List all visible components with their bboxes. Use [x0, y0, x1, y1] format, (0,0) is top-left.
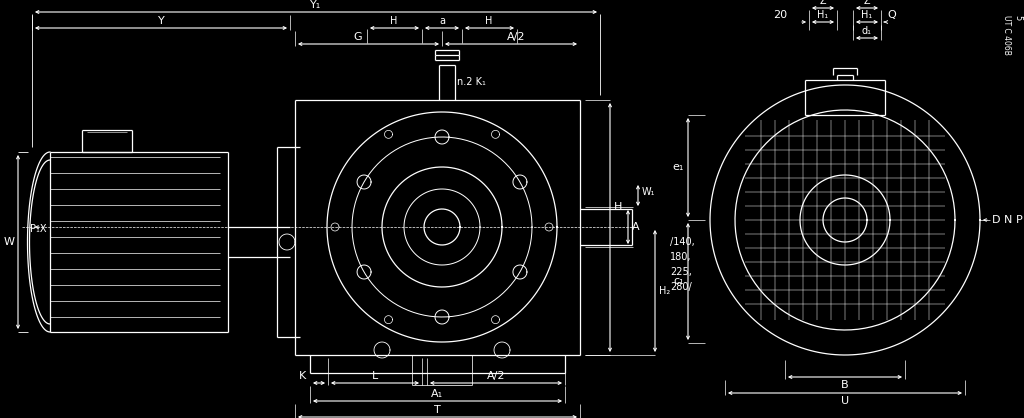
Text: /140,: /140, [670, 237, 694, 247]
Text: D: D [992, 215, 1000, 225]
Text: d₁: d₁ [862, 26, 872, 36]
Text: A₁: A₁ [431, 389, 443, 399]
Text: n.2 K₁: n.2 K₁ [457, 77, 485, 87]
Text: H₁: H₁ [817, 10, 828, 20]
Text: G: G [353, 32, 362, 42]
Text: W₁: W₁ [642, 187, 655, 197]
Text: 20: 20 [773, 10, 787, 20]
Text: a: a [439, 16, 445, 26]
Text: H₁: H₁ [861, 10, 872, 20]
Text: K: K [299, 371, 306, 381]
Text: A/2: A/2 [486, 371, 505, 381]
Text: 280/: 280/ [670, 282, 692, 292]
Text: Y₁: Y₁ [310, 0, 322, 10]
Text: 5: 5 [1014, 15, 1023, 20]
Text: Z: Z [819, 0, 826, 6]
Text: 225,: 225, [670, 267, 692, 277]
Text: T: T [433, 405, 440, 415]
Text: P₁X: P₁X [30, 224, 46, 234]
Text: W: W [4, 237, 15, 247]
Text: H: H [390, 16, 397, 26]
Text: Y: Y [158, 16, 165, 26]
Text: P: P [1016, 215, 1023, 225]
Text: e₁: e₁ [673, 162, 684, 172]
Text: Z: Z [863, 0, 870, 6]
Text: Q: Q [887, 10, 896, 20]
Text: c₁: c₁ [674, 276, 684, 286]
Text: UT C 406B: UT C 406B [1002, 15, 1012, 55]
Text: N: N [1004, 215, 1013, 225]
Text: L: L [372, 371, 378, 381]
Text: B: B [841, 380, 849, 390]
Text: A: A [632, 222, 640, 232]
Text: A/2: A/2 [507, 32, 525, 42]
Text: H: H [485, 16, 493, 26]
Text: 180,: 180, [670, 252, 691, 262]
Text: H: H [614, 202, 623, 212]
Text: U: U [841, 396, 849, 406]
Text: H₂: H₂ [659, 286, 671, 296]
